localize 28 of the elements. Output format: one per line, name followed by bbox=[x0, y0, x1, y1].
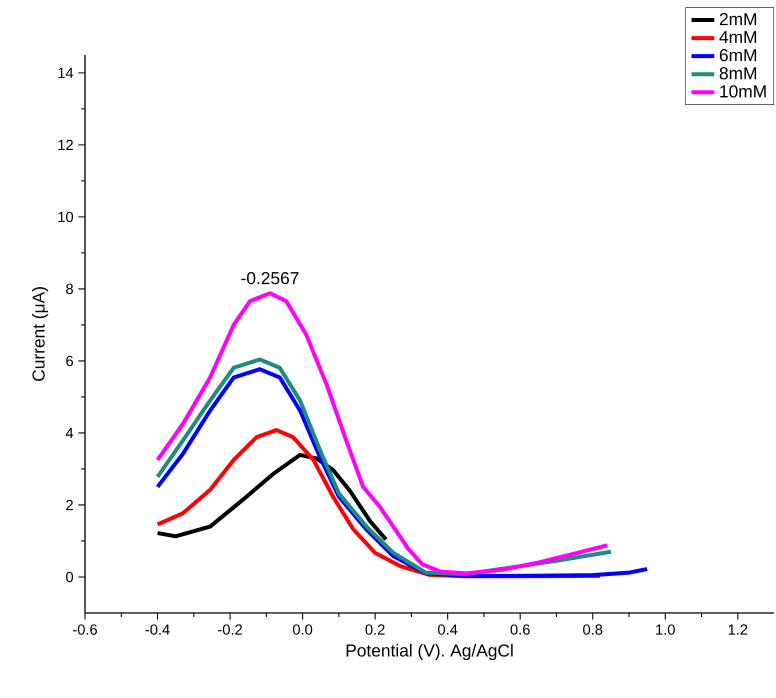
legend-label: 6mM bbox=[720, 49, 756, 62]
y-tick-label: 8 bbox=[66, 284, 73, 294]
x-tick-label: 0.8 bbox=[583, 624, 602, 635]
y-tick-label: 12 bbox=[58, 140, 73, 150]
y-tick-label: 2 bbox=[66, 500, 73, 510]
y-tick-label: 0 bbox=[66, 572, 74, 582]
line-series bbox=[156, 291, 610, 576]
y-tick-label: 14 bbox=[58, 68, 74, 78]
x-tick-label: -0.6 bbox=[73, 624, 97, 635]
x-axis-title: Potential (V). Ag/AgCl bbox=[346, 644, 513, 660]
x-tick-label: 0.2 bbox=[366, 624, 385, 635]
annotation: -0.2567 bbox=[241, 272, 298, 284]
x-tick-label: 0.6 bbox=[510, 624, 530, 635]
y-tick-label: 6 bbox=[66, 356, 73, 366]
y-tick-label: 10 bbox=[58, 212, 74, 222]
y-axis-title: Current (μA) bbox=[32, 287, 48, 381]
x-tick-label: 1.2 bbox=[728, 624, 748, 635]
legend-label: 4mM bbox=[719, 31, 756, 44]
x-tick-label: 1.0 bbox=[656, 624, 675, 635]
line-series bbox=[156, 452, 388, 542]
legend-label: 8mM bbox=[720, 67, 756, 80]
x-tick-label: -0.4 bbox=[146, 624, 170, 635]
x-tick-label: 0.0 bbox=[292, 624, 312, 635]
y-tick-label: 4 bbox=[66, 428, 74, 438]
legend-label: 2mM bbox=[720, 13, 756, 26]
legend-label: 10mM bbox=[720, 85, 766, 98]
x-tick-label: 0.4 bbox=[438, 624, 458, 635]
x-tick-label: -0.2 bbox=[218, 624, 242, 635]
